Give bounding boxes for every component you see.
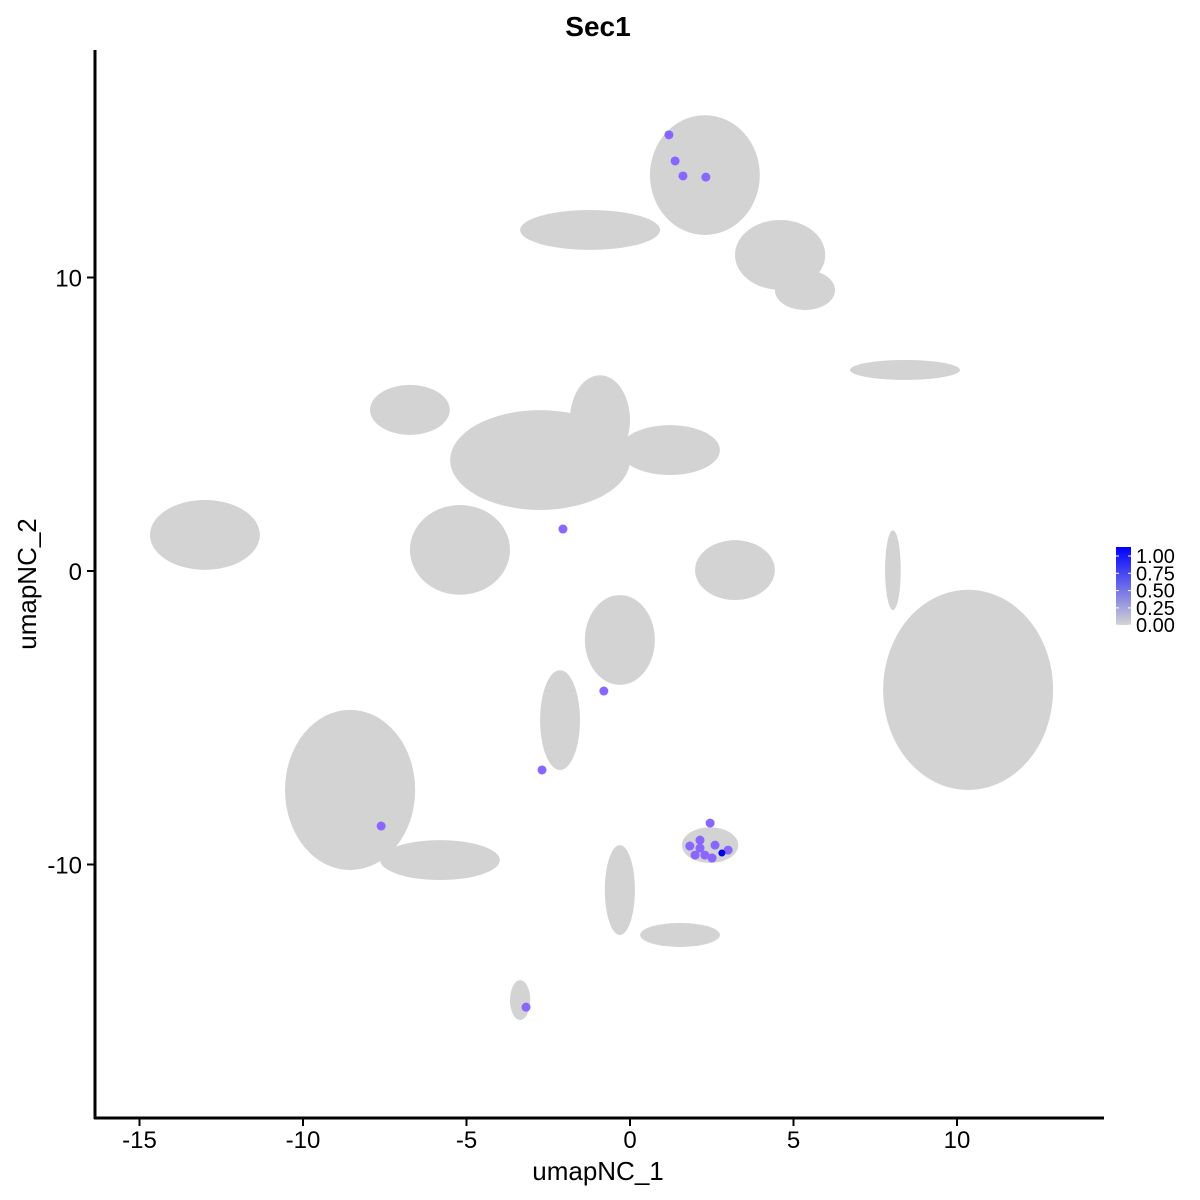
cell-cluster — [695, 540, 775, 601]
cell-cluster — [640, 922, 720, 947]
x-tick-label: -5 — [456, 1127, 477, 1154]
x-axis-label: umapNC_1 — [532, 1156, 664, 1186]
cell-cluster — [569, 375, 630, 466]
cell-point — [695, 843, 705, 853]
x-tick-label: 0 — [623, 1127, 636, 1154]
cell-cluster — [149, 499, 260, 570]
background-cells — [149, 115, 1054, 1021]
cell-cluster — [520, 209, 661, 250]
cell-point — [521, 1002, 531, 1012]
cell-point — [690, 850, 700, 860]
cell-cluster — [584, 595, 655, 685]
y-ticks: -10 0 10 — [47, 266, 94, 880]
cell-cluster — [885, 530, 901, 611]
x-tick-label: -15 — [122, 1127, 157, 1154]
cell-cluster — [850, 359, 960, 380]
legend-label: 0.00 — [1136, 615, 1175, 637]
cell-cluster — [370, 384, 450, 435]
legend-label: 0.25 — [1136, 598, 1175, 620]
chart-title: Sec1 — [565, 11, 630, 42]
legend-label: 0.75 — [1136, 563, 1175, 585]
cell-cluster — [409, 504, 510, 595]
expressing-cells — [376, 130, 733, 1012]
legend-label: 0.50 — [1136, 581, 1175, 603]
cell-cluster — [380, 840, 500, 881]
cell-point — [705, 818, 715, 828]
cell-point — [537, 765, 547, 775]
cell-point — [376, 821, 386, 831]
y-tick-label: 0 — [69, 559, 82, 586]
cell-point — [723, 845, 733, 855]
cell-point — [710, 840, 720, 850]
cell-point — [700, 850, 710, 860]
cell-cluster — [619, 425, 720, 476]
x-tick-label: 10 — [944, 1127, 971, 1154]
y-tick-label: 10 — [55, 266, 82, 293]
y-tick-label: -10 — [47, 853, 82, 880]
cell-point — [678, 171, 688, 181]
legend-label: 1.00 — [1136, 546, 1175, 568]
cell-point — [599, 686, 609, 696]
cell-cluster — [540, 670, 580, 770]
cell-point — [718, 849, 726, 857]
x-tick-label: 5 — [787, 1127, 800, 1154]
cell-cluster — [774, 270, 836, 311]
cell-point — [558, 524, 568, 534]
x-ticks: -15 -10 -5 0 5 10 — [122, 1119, 970, 1154]
cell-cluster — [883, 589, 1054, 790]
cell-point — [670, 156, 680, 166]
cell-cluster — [285, 709, 416, 871]
cell-cluster — [509, 980, 531, 1021]
x-tick-label: -10 — [286, 1127, 321, 1154]
legend-labels: 1.000.750.500.250.00 — [1116, 546, 1175, 637]
cell-cluster — [604, 845, 635, 935]
cell-point — [664, 130, 674, 140]
cell-point — [707, 853, 717, 863]
cell-point — [701, 172, 711, 182]
cell-point — [695, 835, 705, 845]
cell-point — [685, 841, 695, 851]
y-axis-label: umapNC_2 — [12, 518, 42, 650]
legend-colorbar — [1116, 547, 1131, 625]
